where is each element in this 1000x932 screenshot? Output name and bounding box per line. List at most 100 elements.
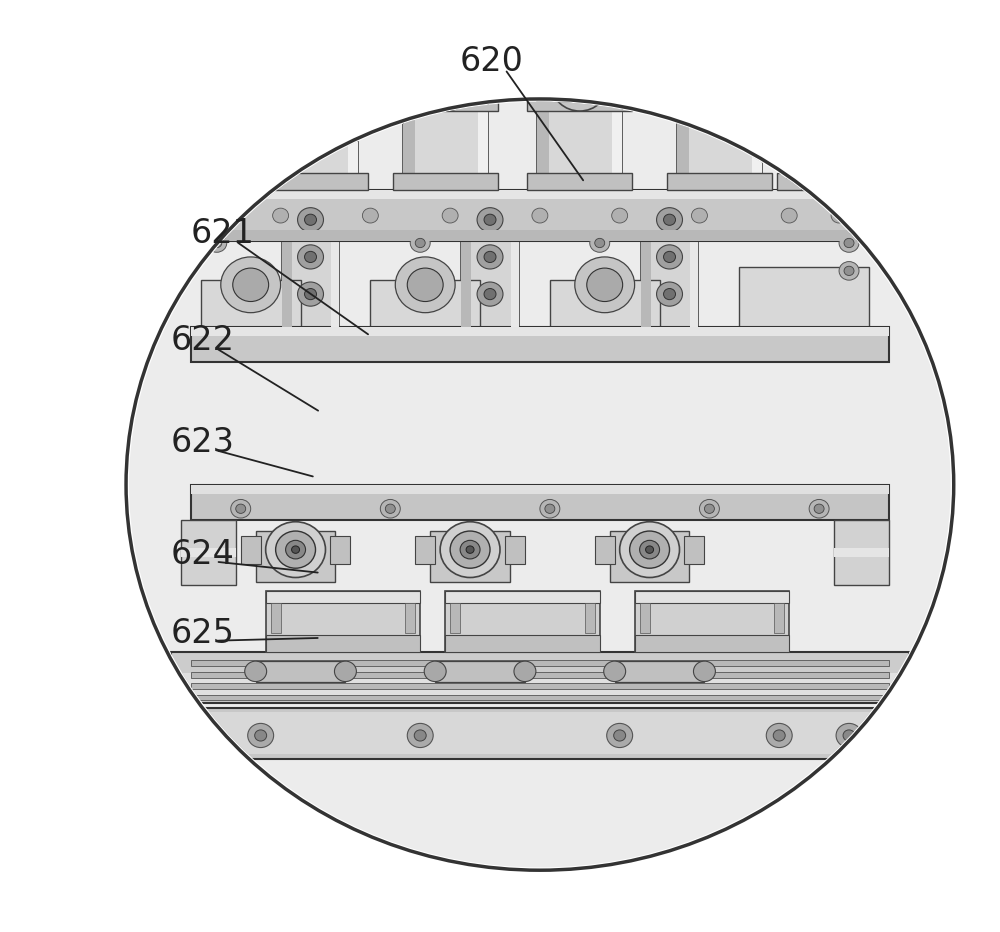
Bar [191,660,889,665]
Circle shape [657,208,682,232]
Bar [263,173,368,190]
Bar [435,661,525,681]
Circle shape [590,234,610,253]
Bar [461,241,519,326]
Bar [393,173,498,190]
Circle shape [255,730,267,741]
Bar [690,241,698,326]
Circle shape [415,239,425,248]
Bar [667,85,772,111]
Circle shape [129,102,951,868]
Bar [527,85,632,111]
Circle shape [212,239,222,248]
Circle shape [395,257,455,312]
Bar [271,603,281,633]
Circle shape [552,59,608,111]
Circle shape [292,546,300,554]
Circle shape [233,268,269,302]
Bar [752,102,762,190]
Circle shape [207,211,227,229]
Bar [777,85,881,111]
Bar [191,230,889,241]
Circle shape [298,68,333,102]
Circle shape [440,522,500,578]
Circle shape [710,76,728,93]
Bar [787,102,871,190]
Bar [585,603,595,633]
Bar [774,603,784,633]
Circle shape [424,661,446,681]
Circle shape [811,68,847,102]
Text: 621: 621 [191,217,255,250]
Text: 623: 623 [171,426,235,459]
Circle shape [657,282,682,307]
Bar [191,326,889,362]
Bar [777,173,881,190]
Circle shape [212,215,222,225]
Bar [505,536,525,564]
Circle shape [630,531,670,569]
Circle shape [699,500,719,518]
Circle shape [587,268,623,302]
Circle shape [207,187,227,206]
Circle shape [614,730,626,741]
Bar [370,280,480,326]
Circle shape [417,59,473,111]
Circle shape [307,76,324,93]
Circle shape [839,206,859,225]
Circle shape [657,245,682,269]
Circle shape [545,504,555,514]
Circle shape [450,531,490,569]
Bar [191,485,889,494]
Circle shape [385,504,395,514]
Circle shape [844,239,854,248]
Circle shape [843,730,855,741]
Circle shape [844,211,854,220]
Circle shape [825,81,833,89]
Bar [181,520,236,585]
Circle shape [207,234,227,253]
Circle shape [286,541,306,559]
Bar [282,241,292,326]
Bar [181,548,236,557]
Bar [161,712,919,754]
Circle shape [571,76,589,93]
Bar [331,241,339,326]
Bar [612,102,622,190]
Circle shape [612,208,628,223]
Circle shape [562,68,598,102]
Circle shape [334,661,356,681]
Bar [615,661,704,681]
Circle shape [607,723,633,747]
Bar [256,531,335,582]
Circle shape [298,245,323,269]
Bar [445,592,600,603]
Bar [595,536,615,564]
Circle shape [466,546,474,554]
Bar [266,635,420,651]
Circle shape [595,239,605,248]
Bar [191,326,889,336]
Circle shape [814,504,824,514]
Circle shape [576,81,584,89]
Bar [348,102,358,190]
Circle shape [664,252,676,263]
Circle shape [704,504,714,514]
Bar [635,635,789,651]
Bar [191,190,889,199]
Circle shape [646,546,654,554]
Circle shape [380,500,400,518]
Bar [537,102,549,190]
Circle shape [477,245,503,269]
Circle shape [298,208,323,232]
Circle shape [640,541,660,559]
Circle shape [839,262,859,281]
Circle shape [691,59,747,111]
Bar [445,592,600,651]
Circle shape [236,504,246,514]
Circle shape [693,661,715,681]
Bar [241,536,261,564]
Bar [266,592,420,651]
Circle shape [231,500,251,518]
Bar [191,672,889,678]
